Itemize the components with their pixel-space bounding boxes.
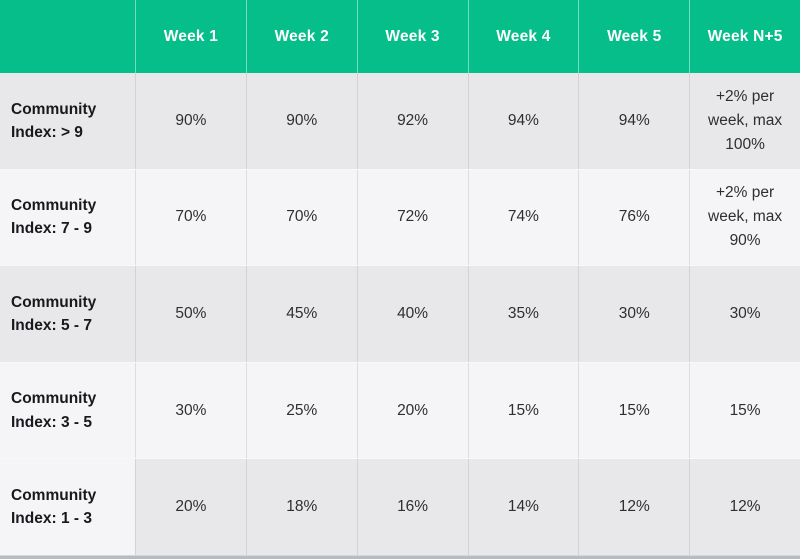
table-cell: 15%: [578, 362, 690, 459]
table-cell: 30%: [135, 362, 246, 459]
table-cell: 20%: [135, 459, 246, 555]
table-cell: 94%: [578, 73, 690, 169]
column-header-week-5: Week 5: [578, 0, 689, 73]
table-cell: 74%: [467, 169, 579, 266]
table-cell: 12%: [689, 459, 800, 555]
column-header-week-2: Week 2: [245, 0, 357, 73]
table-bottom-border: [0, 555, 800, 559]
column-header-week-4: Week 4: [467, 0, 579, 73]
table-cell: 90%: [135, 73, 246, 169]
row-label: Community Index: 7 - 9: [0, 169, 135, 266]
table-cell: 94%: [467, 73, 579, 169]
table-cell: 45%: [245, 266, 357, 362]
row-label: Community Index: > 9: [0, 73, 135, 169]
table-header-row: Week 1 Week 2 Week 3 Week 4 Week 5 Week …: [0, 0, 800, 73]
table-cell: 40%: [356, 266, 468, 362]
table-cell: 70%: [245, 169, 357, 266]
table-cell: 25%: [245, 362, 357, 459]
table-cell: 30%: [578, 266, 690, 362]
table-row-index-1-3: Community Index: 1 - 3 20% 18% 16% 14% 1…: [0, 458, 800, 555]
table-cell: 76%: [578, 169, 690, 266]
table-cell: 16%: [356, 459, 468, 555]
column-header-week-3: Week 3: [356, 0, 468, 73]
table-cell: +2% per week, max 90%: [689, 169, 800, 266]
table-row-index-5-7: Community Index: 5 - 7 50% 45% 40% 35% 3…: [0, 265, 800, 362]
table-cell: +2% per week, max 100%: [689, 73, 800, 169]
table-cell: 50%: [135, 266, 246, 362]
table-body: Community Index: > 9 90% 90% 92% 94% 94%…: [0, 73, 800, 555]
row-label: Community Index: 3 - 5: [0, 362, 135, 459]
table-cell: 30%: [689, 266, 800, 362]
table-cell: 92%: [356, 73, 468, 169]
table-cell: 72%: [356, 169, 468, 266]
row-label: Community Index: 5 - 7: [0, 266, 135, 362]
table-cell: 15%: [467, 362, 579, 459]
column-header-week-n5: Week N+5: [689, 0, 800, 73]
table-cell: 20%: [356, 362, 468, 459]
table-cell: 15%: [689, 362, 800, 459]
table-row-index-gt-9: Community Index: > 9 90% 90% 92% 94% 94%…: [0, 73, 800, 169]
table-cell: 14%: [467, 459, 579, 555]
table-cell: 18%: [245, 459, 357, 555]
table-cell: 70%: [135, 169, 246, 266]
row-label: Community Index: 1 - 3: [0, 459, 135, 555]
table-cell: 90%: [245, 73, 357, 169]
table-row-index-3-5: Community Index: 3 - 5 30% 25% 20% 15% 1…: [0, 361, 800, 459]
column-header-week-1: Week 1: [135, 0, 246, 73]
corner-cell: [0, 0, 135, 73]
table-row-index-7-9: Community Index: 7 - 9 70% 70% 72% 74% 7…: [0, 168, 800, 266]
table-cell: 12%: [578, 459, 690, 555]
table-cell: 35%: [467, 266, 579, 362]
